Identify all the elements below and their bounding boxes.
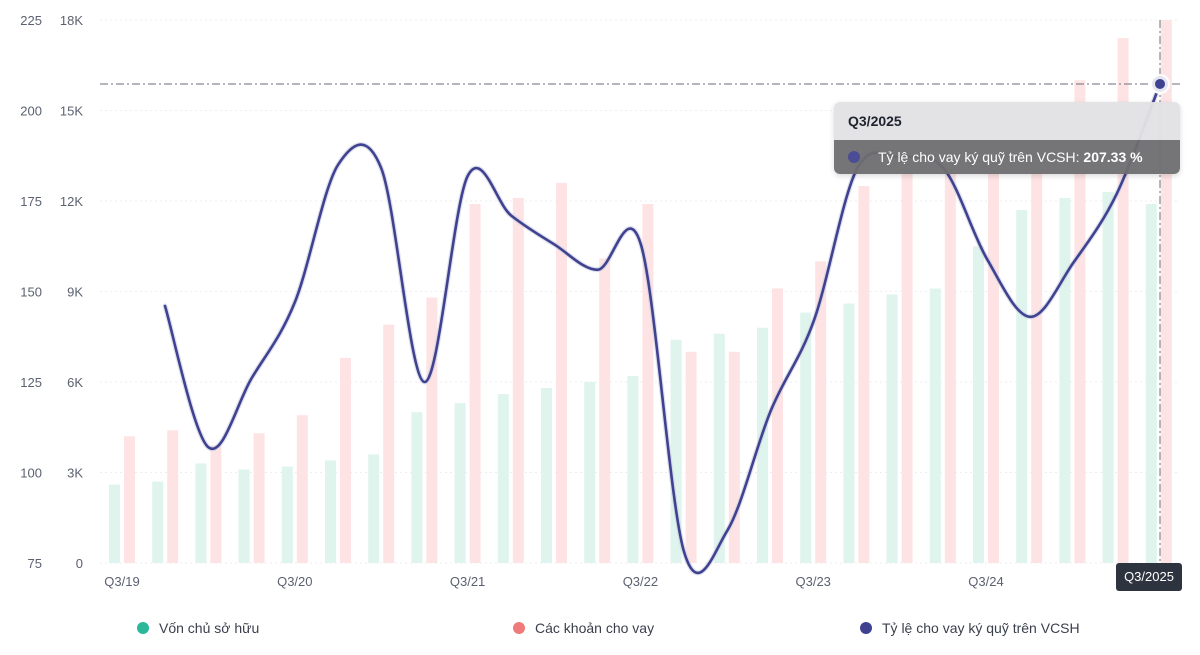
- bar-loans: [556, 182, 567, 563]
- legend-dot-icon: [137, 622, 149, 634]
- bar-loans: [1160, 20, 1172, 563]
- bar-equity: [238, 469, 250, 563]
- chart-tooltip: Q3/2025 Tỷ lệ cho vay ký quỹ trên VCSH: …: [834, 102, 1180, 174]
- legend-label: Vốn chủ sở hữu: [159, 620, 260, 636]
- bar-equity: [843, 303, 855, 563]
- bar-loans: [685, 351, 697, 563]
- right-axis-tick-label: 6K: [67, 375, 83, 390]
- bar-equity: [497, 394, 509, 563]
- bar-loans: [988, 131, 999, 563]
- tooltip-row: Tỷ lệ cho vay ký quỹ trên VCSH: 207.33 %: [834, 140, 1180, 174]
- tooltip-value: 207.33 %: [1083, 149, 1143, 165]
- legend-item-ratio[interactable]: Tỷ lệ cho vay ký quỹ trên VCSH: [860, 620, 1080, 636]
- bar-loans: [944, 137, 956, 563]
- bar-equity: [1059, 197, 1071, 563]
- bar-equity: [800, 312, 812, 563]
- left-axis-tick-label: 225: [20, 13, 42, 28]
- right-axis-tick-label: 9K: [67, 285, 83, 300]
- legend-dot-icon: [513, 622, 525, 634]
- bar-equity: [152, 481, 164, 563]
- legend-label: Tỷ lệ cho vay ký quỹ trên VCSH: [882, 620, 1080, 636]
- bar-loans: [210, 445, 222, 563]
- right-axis-tick-label: 0: [76, 556, 83, 571]
- x-axis-tick-label: Q3/23: [795, 574, 830, 589]
- bar-loans: [253, 433, 265, 563]
- bar-loans: [124, 436, 135, 563]
- left-axis-tick-label: 125: [20, 375, 42, 390]
- bar-equity: [757, 327, 768, 563]
- bar-loans: [340, 357, 351, 563]
- bar-equity: [886, 294, 898, 563]
- bar-equity: [368, 454, 380, 563]
- left-axis-tick-label: 75: [28, 556, 42, 571]
- left-axis-tick-label: 150: [20, 285, 42, 300]
- right-axis-tick-label: 3K: [67, 466, 83, 481]
- bar-equity: [929, 288, 941, 563]
- bar-equity: [973, 246, 984, 563]
- left-axis-tick-label: 100: [20, 466, 42, 481]
- bar-loans: [901, 152, 913, 563]
- bar-equity: [1016, 210, 1028, 564]
- combo-chart[interactable]: 225 18K 200 15K 175 12K 150 9K 125 6K 100 3K 75 0 Q3/1…: [0, 0, 1200, 600]
- bar-equity: [281, 466, 293, 563]
- bar-loans: [599, 258, 611, 563]
- bar-loans: [728, 351, 740, 563]
- x-axis-tick-label: Q3/19: [104, 574, 139, 589]
- legend-item-loans[interactable]: Các khoản cho vay: [513, 620, 654, 636]
- bar-loans: [426, 297, 438, 563]
- bar-loans: [858, 185, 870, 563]
- bar-loans: [383, 324, 395, 563]
- bar-equity: [670, 339, 682, 563]
- right-axis-tick-label: 12K: [60, 194, 83, 209]
- bar-equity: [1145, 204, 1157, 563]
- legend-item-equity[interactable]: Vốn chủ sở hữu: [137, 620, 259, 636]
- tooltip-title: Q3/2025: [834, 102, 1180, 140]
- bar-loans: [167, 430, 179, 563]
- bar-loans: [772, 288, 783, 563]
- bar-loans: [296, 415, 308, 563]
- bar-loans: [642, 204, 654, 563]
- bar-loans: [1117, 38, 1129, 564]
- right-axis-tick-label: 15K: [60, 104, 83, 119]
- crosshair-x-label: Q3/2025: [1116, 563, 1182, 591]
- bar-equity: [541, 388, 552, 563]
- legend-label: Các khoản cho vay: [535, 620, 655, 636]
- chart-legend: Vốn chủ sở hữu Các khoản cho vay Tỷ lệ c…: [0, 620, 1200, 642]
- tooltip-series-dot-icon: [848, 151, 860, 164]
- left-axis-tick-label: 200: [20, 104, 42, 119]
- ratio-point-highlight: [1155, 78, 1165, 89]
- x-axis-tick-label: Q3/21: [450, 574, 485, 589]
- right-axis-tick-label: 18K: [60, 13, 83, 28]
- bar-loans: [815, 261, 827, 563]
- left-axis-tick-label: 175: [20, 194, 42, 209]
- bar-loans: [512, 197, 524, 563]
- bar-equity: [411, 412, 423, 563]
- ratio-line: [163, 82, 1162, 575]
- x-axis-tick-label: Q3/20: [277, 574, 312, 589]
- bar-equity: [325, 460, 336, 563]
- bar-equity: [195, 463, 207, 563]
- bar-equity: [454, 403, 466, 563]
- x-axis-tick-label: Q3/22: [623, 574, 658, 589]
- bar-loans: [469, 204, 481, 563]
- tooltip-series-label: Tỷ lệ cho vay ký quỹ trên VCSH:: [878, 149, 1084, 165]
- x-axis-tick-label: Q3/24: [968, 574, 1003, 589]
- legend-dot-icon: [860, 622, 872, 634]
- bar-equity: [713, 333, 725, 563]
- bar-equity: [1102, 191, 1114, 563]
- bar-equity: [109, 484, 120, 563]
- bar-loans: [1074, 80, 1086, 563]
- bar-equity: [627, 375, 639, 563]
- bar-loans: [1031, 113, 1043, 564]
- bar-equity: [584, 382, 596, 563]
